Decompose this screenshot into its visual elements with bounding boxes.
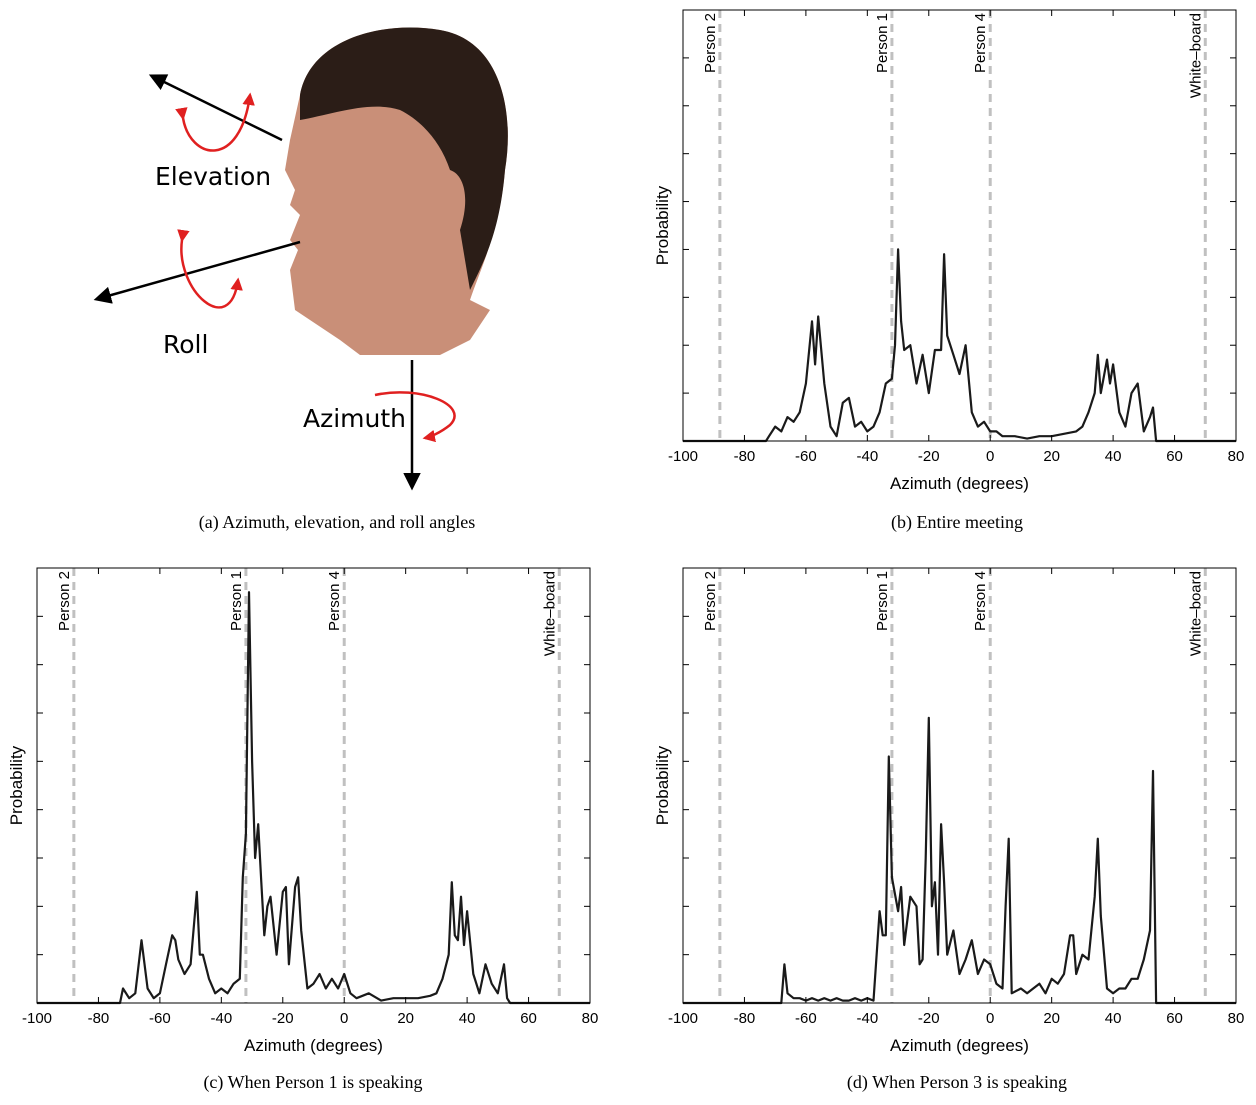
- reference-label: Person 1: [874, 13, 891, 73]
- x-tick-label: 60: [1166, 1010, 1183, 1027]
- elevation-axis: [148, 74, 283, 142]
- x-tick-label: -40: [856, 1010, 878, 1027]
- x-tick-label: -80: [734, 1010, 756, 1027]
- x-tick-label: 40: [459, 1010, 476, 1027]
- x-tick-label: -100: [668, 448, 698, 465]
- x-tick-label: -40: [210, 1010, 232, 1027]
- chart: Person 2 Person 1 Person 4 White–board -100 -…: [7, 567, 599, 1093]
- reference-label: Person 1: [228, 571, 245, 631]
- reference-label: Person 4: [972, 13, 989, 73]
- x-tick-label: 20: [1043, 1010, 1060, 1027]
- x-tick-label: 40: [1105, 448, 1122, 465]
- x-tick-label: -60: [795, 448, 817, 465]
- caption: (b) Entire meeting: [891, 512, 1023, 533]
- reference-label: White–board: [1187, 13, 1204, 98]
- roll-axis: [93, 240, 301, 304]
- data-line: [37, 591, 590, 1005]
- diagram-label: Roll: [163, 330, 208, 359]
- diagram-label: Elevation: [155, 162, 271, 191]
- x-tick-label: -20: [918, 1010, 940, 1027]
- reference-label: White–board: [541, 571, 558, 656]
- x-tick-label: -60: [149, 1010, 171, 1027]
- plot-frame: [682, 9, 1237, 442]
- reference-label: Person 4: [326, 571, 343, 631]
- roll-rotation: [177, 229, 243, 309]
- diagram-label: Azimuth: [303, 404, 406, 433]
- x-tick-label: -100: [668, 1010, 698, 1027]
- x-tick-label: 80: [1228, 1010, 1245, 1027]
- reference-label: Person 4: [972, 571, 989, 631]
- chart: Person 2 Person 1 Person 4 White–board -100 -…: [653, 9, 1245, 533]
- x-tick-label: 80: [1228, 448, 1245, 465]
- x-tick-label: -80: [88, 1010, 110, 1027]
- y-axis-label: Probability: [653, 185, 672, 265]
- x-tick-label: -20: [272, 1010, 294, 1027]
- y-axis-label: Probability: [653, 745, 672, 825]
- caption: (a) Azimuth, elevation, and roll angles: [199, 512, 475, 533]
- reference-label: Person 2: [56, 571, 73, 631]
- caption: (d) When Person 3 is speaking: [847, 1072, 1067, 1093]
- x-tick-label: 0: [986, 1010, 994, 1027]
- elevation-rotation: [175, 92, 255, 152]
- x-axis-label: Azimuth (degrees): [244, 1036, 383, 1055]
- hair: [300, 27, 508, 290]
- y-axis-label: Probability: [7, 745, 26, 825]
- plot-frame: [682, 567, 1237, 1004]
- x-tick-label: 0: [986, 448, 994, 465]
- data-line: [683, 248, 1236, 443]
- x-axis-label: Azimuth (degrees): [890, 474, 1029, 493]
- plot-frame: [36, 567, 591, 1004]
- chart: Person 2 Person 1 Person 4 White–board -100 -…: [653, 567, 1245, 1093]
- x-tick-label: 20: [397, 1010, 414, 1027]
- reference-label: Person 2: [702, 13, 719, 73]
- head-diagram: Elevation Roll Azimuth (a) Azimuth, elev…: [93, 27, 508, 533]
- data-line: [683, 716, 1236, 1005]
- x-axis-label: Azimuth (degrees): [890, 1036, 1029, 1055]
- x-tick-label: -80: [734, 448, 756, 465]
- x-tick-label: 60: [520, 1010, 537, 1027]
- reference-label: Person 1: [874, 571, 891, 631]
- reference-label: White–board: [1187, 571, 1204, 656]
- x-tick-label: -40: [856, 448, 878, 465]
- x-tick-label: -60: [795, 1010, 817, 1027]
- x-tick-label: 20: [1043, 448, 1060, 465]
- azimuth-rotation: [374, 391, 456, 443]
- x-tick-label: -20: [918, 448, 940, 465]
- x-tick-label: 80: [582, 1010, 599, 1027]
- x-tick-label: 0: [340, 1010, 348, 1027]
- caption: (c) When Person 1 is speaking: [203, 1072, 422, 1093]
- reference-label: Person 2: [702, 571, 719, 631]
- x-tick-label: 60: [1166, 448, 1183, 465]
- x-tick-label: 40: [1105, 1010, 1122, 1027]
- x-tick-label: -100: [22, 1010, 52, 1027]
